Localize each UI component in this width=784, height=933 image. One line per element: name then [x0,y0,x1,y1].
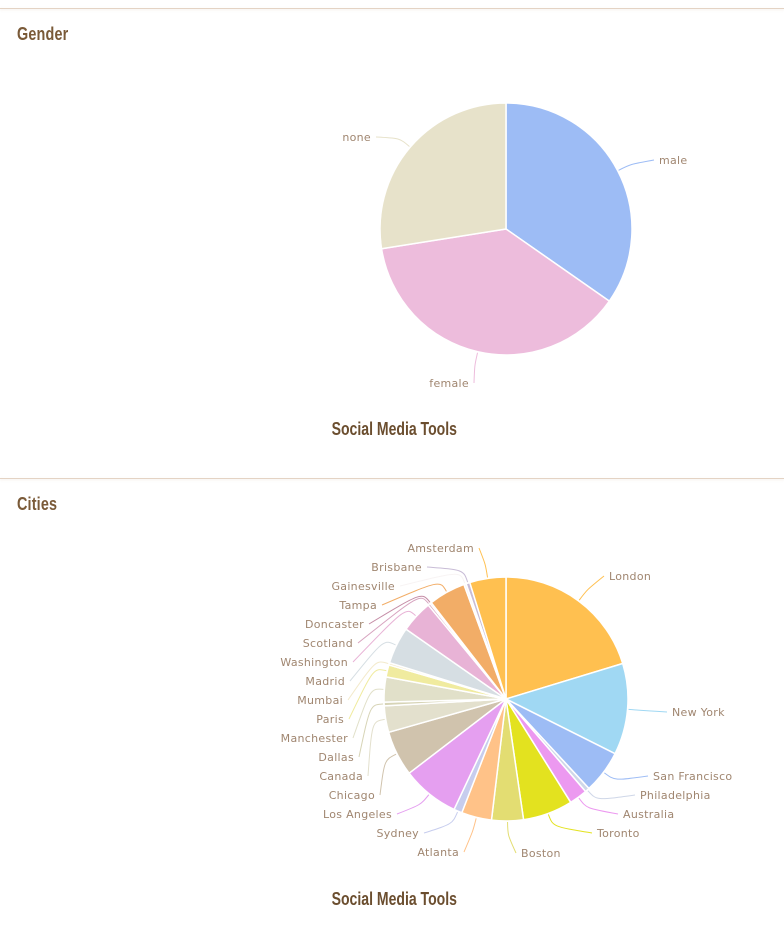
connector-tampa [381,583,447,606]
connector-toronto [547,814,593,834]
connector-brisbane [426,566,469,583]
gender-chart-title: Social Media Tools [331,419,457,439]
connector-manchester [352,688,384,739]
connector-canada [367,718,385,777]
connector-gainesville [399,573,466,587]
connector-san-francisco [604,772,649,780]
pie-slice-male[interactable] [505,102,633,302]
slice-label-atlanta: Atlanta [417,846,459,859]
connector-australia [578,797,619,815]
slice-label-washington: Washington [280,656,348,669]
slice-label-australia: Australia [623,808,674,821]
section-title-gender: Gender [17,24,69,44]
cities-chart-title: Social Media Tools [331,889,457,909]
connector-paris [348,669,387,720]
connector-doncaster [368,595,431,625]
connector-philadelphia [587,790,636,800]
connector-atlanta [463,818,477,853]
slice-label-brisbane: Brisbane [371,561,422,574]
slice-label-san-francisco: San Francisco [653,770,732,783]
slice-label-chicago: Chicago [329,789,375,802]
cities-pie-chart: London New York San Francisco Philadelphia A… [280,542,732,860]
connector-amsterdam [478,547,489,578]
connector-chicago [379,753,397,796]
connector-scotland [357,597,429,644]
slice-label-manchester: Manchester [281,732,349,745]
slice-label-madrid: Madrid [305,675,345,688]
section-title-cities: Cities [17,494,58,514]
slice-label-boston: Boston [521,847,561,860]
slice-label-dallas: Dallas [318,751,354,764]
pie-slice-new-york[interactable] [505,662,629,755]
connector-new-york [628,708,668,713]
pie-slice-london[interactable] [505,576,624,700]
slice-label-london: London [609,570,651,583]
connector-boston [507,821,517,854]
slice-label-los-angeles: Los Angeles [323,808,392,821]
slice-label-new-york: New York [672,706,725,719]
slice-label-sydney: Sydney [376,827,419,840]
gender-pie-chart: male female none [342,102,687,390]
slice-label-male: male [659,154,687,167]
pie-slice-none[interactable] [379,102,507,250]
slice-label-none: none [342,131,371,144]
slice-label-scotland: Scotland [303,637,353,650]
connector-london [578,575,605,601]
slice-label-canada: Canada [319,770,363,783]
connector-madrid [349,641,396,682]
connector-male [618,159,655,171]
connector-dallas [358,703,384,758]
slice-label-female: female [429,377,469,390]
pie-slice-female[interactable] [380,228,611,356]
slice-label-amsterdam: Amsterdam [407,542,474,555]
slice-label-philadelphia: Philadelphia [640,789,711,802]
slice-label-toronto: Toronto [596,827,640,840]
connector-mumbai [347,661,389,701]
slice-label-doncaster: Doncaster [305,618,364,631]
connector-female [473,352,479,384]
section-divider-cities [0,478,784,479]
slice-label-mumbai: Mumbai [297,694,343,707]
connector-sydney [423,811,458,834]
connector-none [375,136,410,147]
section-divider-gender [0,8,784,9]
slice-label-tampa: Tampa [338,599,377,612]
slice-label-gainesville: Gainesville [331,580,395,593]
connector-washington [352,610,416,663]
connector-los-angeles [396,794,430,815]
slice-label-paris: Paris [316,713,344,726]
pie-slice-amsterdam[interactable] [469,576,507,700]
